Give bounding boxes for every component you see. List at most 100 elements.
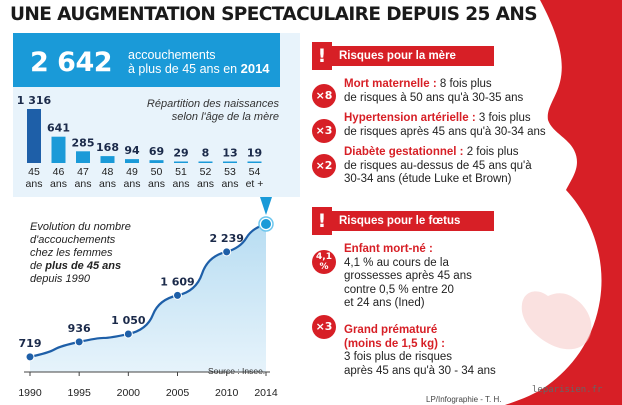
- point-value-label: 1 609: [160, 275, 194, 288]
- bar-category-label: 49: [126, 166, 138, 178]
- bar-category-label-unit: ans: [99, 178, 116, 190]
- risk-item-gestational-diabetes: Diabète gestationnel : 2 fois plus de ri…: [344, 146, 532, 185]
- fetus-risks-header: ! Risques pour le fœtus: [312, 207, 494, 235]
- bar-category-label-unit: ans: [222, 178, 239, 190]
- x-tick-label: 2010: [215, 387, 239, 399]
- bar-value-label: 168: [96, 141, 119, 154]
- risk-title: Hypertension artérielle :: [344, 112, 476, 124]
- bar-value-label: 69: [149, 145, 164, 158]
- mother-risks-header: ! Risques pour la mère: [312, 42, 494, 70]
- callout-pointer: [260, 197, 272, 216]
- bar-category-label-unit: ans: [197, 178, 214, 190]
- exclamation-icon: !: [312, 207, 332, 235]
- risk-title-line2: (moins de 1,5 kg) :: [344, 337, 445, 350]
- x-tick-label: 1990: [18, 387, 42, 399]
- bar-50: [149, 160, 164, 163]
- area-chart-title: Evolution du nombre d'accouchements chez…: [30, 221, 180, 286]
- risk-title: Enfant mort-né :: [344, 243, 433, 255]
- bar-51: [174, 161, 188, 163]
- bar-category-label-unit: et +: [246, 178, 264, 190]
- risk-title: Diabète gestationnel :: [344, 146, 464, 158]
- data-point: [222, 247, 232, 257]
- data-point: [173, 290, 182, 300]
- data-point: [261, 219, 271, 230]
- bar-47: [76, 151, 90, 163]
- bar-value-label: 29: [173, 147, 188, 160]
- mother-risks-title: Risques pour la mère: [339, 50, 456, 62]
- bar-category-label-unit: ans: [173, 178, 190, 190]
- area-line: [29, 222, 267, 358]
- risk-badge-x3: ×3: [312, 119, 336, 143]
- bar-category-label: 52: [200, 166, 212, 178]
- bar-value-label: 13: [222, 147, 237, 160]
- bar-category-label: 50: [151, 166, 163, 178]
- highlight-label-line2: à plus de 45 ans en 2014: [128, 61, 270, 77]
- highlight-number: 2 642: [30, 47, 113, 78]
- bar-value-label: 94: [124, 144, 140, 157]
- risk-badge-x3-fetus: ×3: [312, 315, 336, 339]
- highlight-label-line1: accouchements: [128, 48, 216, 62]
- area-chart-title-line2: d'accouchements: [30, 234, 116, 246]
- area-chart-title-line1: Evolution du nombre: [30, 221, 131, 233]
- risk-title: Grand prématuré: [344, 324, 438, 336]
- bar-category-label: 47: [77, 166, 89, 178]
- bar-value-label: 641: [47, 122, 70, 135]
- page-title: UNE AUGMENTATION SPECTACULAIRE DEPUIS 25…: [10, 4, 538, 25]
- risk-badge-percent: 4,1 %: [312, 250, 336, 274]
- point-value-label: 719: [19, 337, 42, 350]
- risk-item-stillbirth: Enfant mort-né : 4,1 % au cours de la gr…: [344, 243, 472, 309]
- area-fill: [30, 224, 266, 372]
- risk-badge-x2: ×2: [312, 154, 336, 178]
- bar-category-label: 54: [249, 166, 261, 178]
- bar-53: [223, 161, 237, 163]
- data-point: [74, 337, 84, 347]
- source-note: Source : Insee.: [208, 366, 266, 376]
- bar-49: [125, 159, 139, 163]
- bar-54: [247, 161, 262, 163]
- x-tick-label: 2000: [117, 387, 141, 399]
- bar-chart-title: Répartition des naissances selon l'âge d…: [147, 98, 279, 124]
- bar-category-label: 45: [28, 166, 40, 178]
- site-watermark: leparisien.fr: [532, 385, 603, 395]
- area-chart-title-line4: de plus de 45 ans: [30, 260, 122, 272]
- bar-52: [198, 161, 213, 163]
- data-point: [123, 329, 133, 339]
- bar-value-label: 8: [202, 147, 210, 160]
- risk-item-hypertension: Hypertension artérielle : 3 fois plus de…: [344, 112, 546, 138]
- bar-value-label: 1 316: [17, 94, 52, 107]
- bar-chart-title-line2: selon l'âge de la mère: [171, 111, 279, 123]
- credit-line: LP/Infographie - T. H.: [426, 395, 502, 404]
- area-chart-title-line5: depuis 1990: [30, 273, 90, 285]
- risk-item-premature: Grand prématuré (moins de 1,5 kg) : 3 fo…: [344, 324, 496, 377]
- bar-chart-title-line1: Répartition des naissances: [146, 98, 279, 110]
- point-value-label: 1 050: [111, 314, 146, 327]
- point-value-label: 2 239: [209, 232, 243, 245]
- exclamation-icon: !: [312, 42, 332, 70]
- fetus-risks-title: Risques pour le fœtus: [339, 215, 461, 227]
- bar-value-label: 285: [72, 136, 95, 149]
- highlight-banner: [13, 33, 280, 87]
- data-point: [25, 352, 35, 362]
- bar-45: [27, 109, 41, 163]
- bar-category-label: 48: [102, 166, 114, 178]
- highlight-year: 2014: [240, 61, 270, 76]
- risk-badge-x8: ×8: [312, 84, 336, 108]
- bar-48: [100, 156, 115, 163]
- x-tick-label: 2005: [166, 387, 190, 399]
- bar-category-label: 46: [53, 166, 65, 178]
- bar-category-label-unit: ans: [148, 178, 165, 190]
- x-tick-label: 2014: [254, 387, 278, 399]
- x-tick-label: 1995: [67, 387, 91, 399]
- bar-category-label-unit: ans: [26, 178, 43, 190]
- bar-46: [51, 136, 66, 163]
- point-value-label: 936: [68, 322, 91, 335]
- risk-title: Mort maternelle :: [344, 78, 437, 90]
- bar-category-label-unit: ans: [124, 178, 141, 190]
- bar-category-label-unit: ans: [50, 178, 67, 190]
- highlight-label: accouchements à plus de 45 ans en 2014: [128, 48, 278, 76]
- bar-category-label: 53: [224, 166, 236, 178]
- bar-value-label: 19: [247, 147, 262, 160]
